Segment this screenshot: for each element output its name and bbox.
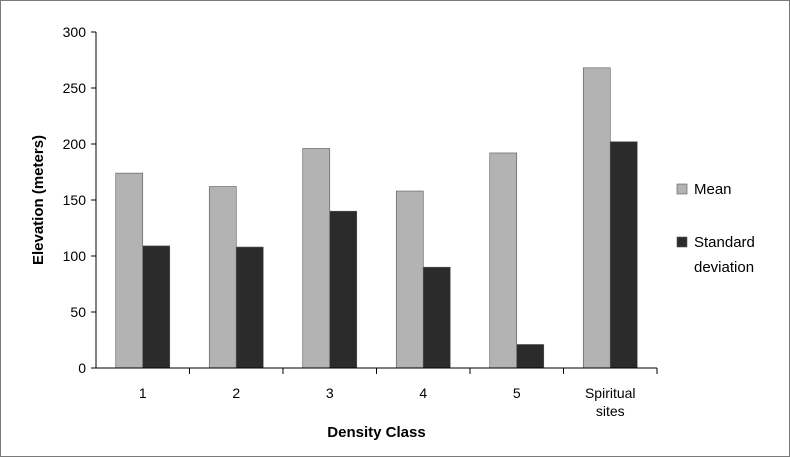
legend-swatch-std [676,236,688,248]
bar-mean-1 [115,172,144,369]
x-tick-label: 1 [139,385,147,401]
bar-std-5 [516,344,545,369]
y-tick-label: 250 [63,80,87,96]
bar-std-4 [422,266,451,369]
bar-mean-5 [489,152,518,369]
legend-label: deviation [694,259,754,276]
x-tick-label: sites [596,403,625,419]
x-tick-label: 3 [326,385,334,401]
x-axis-title: Density Class [327,424,425,441]
y-axis-title: Elevation (meters) [30,135,47,265]
bars [115,67,638,369]
y-tick-label: 50 [70,304,86,320]
legend-label: Standard [694,234,755,251]
x-tick-label: 2 [232,385,240,401]
x-tick-label: Spiritual [585,385,636,401]
bar-std-2 [235,246,264,369]
legend-swatch-mean [676,183,688,195]
y-tick-label: 200 [63,136,87,152]
bar-std-1 [142,245,171,369]
y-tick-label: 300 [63,24,87,40]
y-tick-label: 150 [63,192,87,208]
bar-mean-2 [208,186,237,369]
bar-std-3 [329,210,358,369]
x-axis-ticks: 1 2 3 4 5 Spiritual sites [139,368,658,419]
y-tick-label: 100 [63,248,87,264]
y-axis-ticks: 0 50 100 150 200 250 300 [63,24,96,376]
bar-mean-6 [582,67,611,369]
y-tick-label: 0 [78,360,86,376]
x-tick-label: 4 [419,385,427,401]
bar-mean-3 [302,148,331,369]
bar-std-6 [609,141,638,369]
legend: Mean Standard deviation [676,181,755,276]
legend-label: Mean [694,181,732,198]
bar-mean-4 [395,190,424,369]
x-tick-label: 5 [513,385,521,401]
